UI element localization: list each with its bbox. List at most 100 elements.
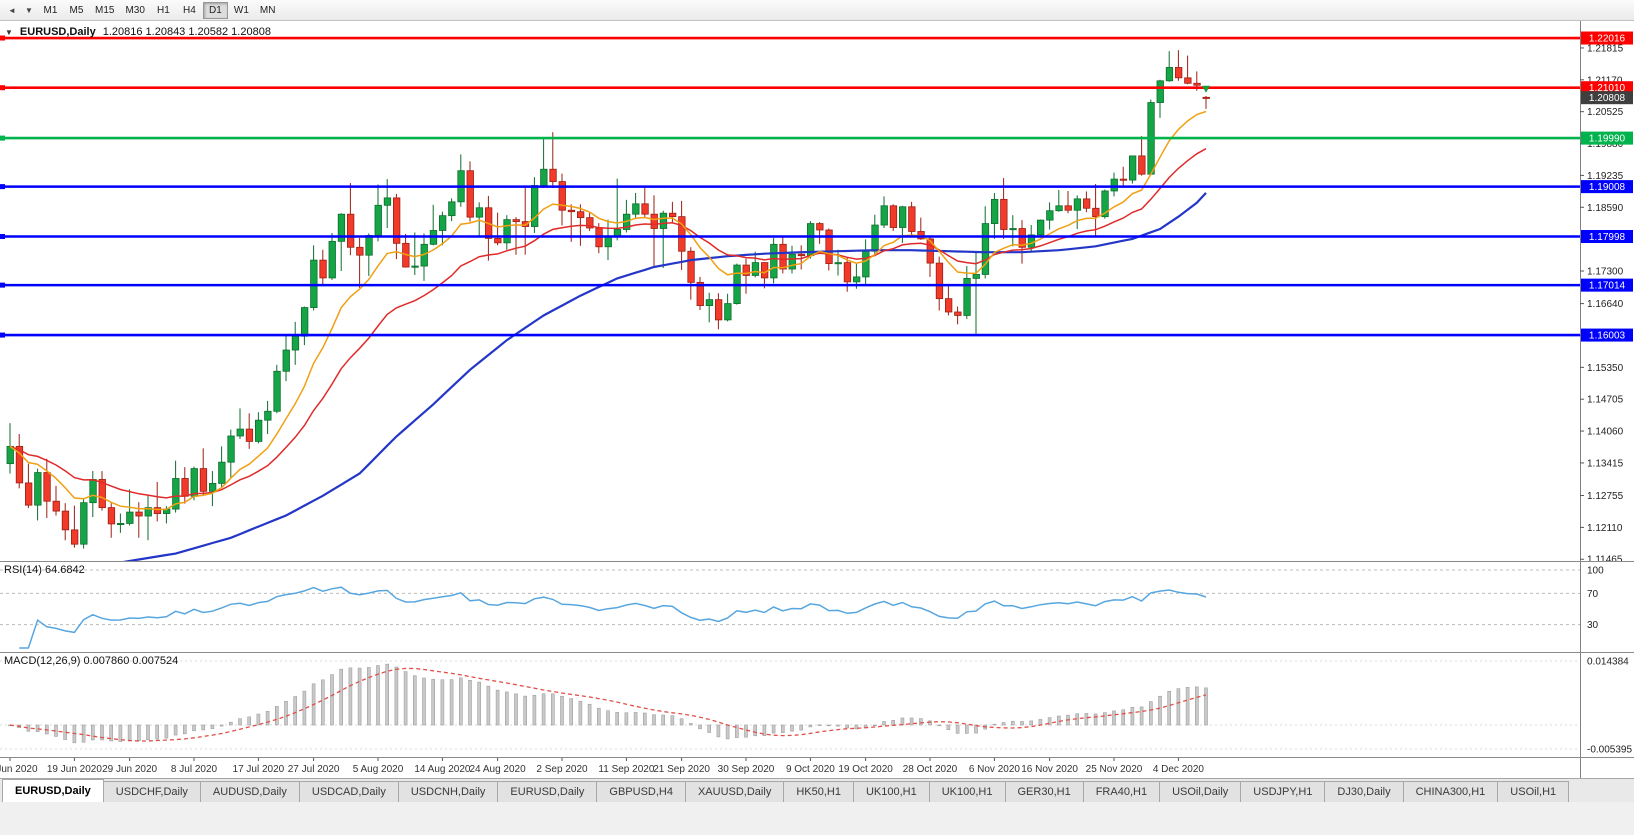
svg-text:1.20808: 1.20808	[1589, 93, 1626, 104]
chart-tab-AUDUSD,Daily[interactable]: AUDUSD,Daily	[199, 781, 300, 802]
macd-signal-line	[9, 667, 1207, 742]
date-tick-label: 6 Nov 2020	[969, 764, 1021, 775]
line-anchor-handle[interactable]	[0, 135, 5, 141]
chart-tab-CHINA300,H1[interactable]: CHINA300,H1	[1402, 781, 1499, 802]
date-tick-label: 9 Oct 2020	[786, 764, 835, 775]
candles-layer	[6, 50, 1210, 549]
line-anchor-handle[interactable]	[0, 234, 5, 240]
macd-indicator-panel: MACD(12,26,9) 0.007860 0.007524 0.014384…	[0, 652, 1634, 757]
macd-axis-min-label: -0.005395	[1587, 745, 1632, 756]
price-line-label	[1581, 230, 1633, 244]
timeframe-button-D1[interactable]: D1	[202, 1, 228, 19]
chart-tab-HK50,H1[interactable]: HK50,H1	[783, 781, 854, 802]
rsi-canvas[interactable]: 100 70 30	[0, 562, 1634, 652]
line-anchor-handle[interactable]	[0, 184, 5, 190]
timeframe-button-W1[interactable]: W1	[233, 4, 249, 16]
price-tick-label: 1.16640	[1587, 299, 1624, 310]
date-tick-label: 27 Jul 2020	[288, 764, 340, 775]
price-tick-label: 1.21815	[1587, 43, 1624, 54]
chart-tab-USDJPY,H1[interactable]: USDJPY,H1	[1240, 781, 1326, 802]
timeframe-button-H1[interactable]: H1	[157, 4, 170, 16]
chart-window: ▼ EURUSD,Daily 1.20816 1.20843 1.20582 1…	[0, 21, 1634, 778]
chart-tab-DJ30,Daily[interactable]: DJ30,Daily	[1324, 781, 1404, 802]
date-tick-label: 19 Oct 2020	[838, 764, 893, 775]
chart-tab-GBPUSD,H4[interactable]: GBPUSD,H4	[596, 781, 686, 802]
chart-tab-USDCAD,Daily[interactable]: USDCAD,Daily	[298, 781, 399, 802]
line-anchor-handle[interactable]	[0, 85, 5, 91]
status-area	[0, 802, 1634, 835]
rsi-level-label: 30	[1587, 620, 1599, 631]
price-tick-label: 1.11465	[1587, 555, 1623, 561]
price-tick-label: 1.13415	[1587, 458, 1624, 469]
date-tick-label: 10 Jun 2020	[0, 764, 38, 775]
date-tick-label: 5 Aug 2020	[353, 764, 404, 775]
line-anchor-handle[interactable]	[0, 35, 5, 41]
timeframe-button-M15[interactable]: M15	[95, 4, 115, 16]
date-tick-label: 17 Jul 2020	[233, 764, 285, 775]
price-tick-label: 1.12755	[1587, 491, 1624, 502]
chart-tab-USOil,Daily[interactable]: USOil,Daily	[1159, 781, 1242, 802]
chart-title: ▼ EURUSD,Daily 1.20816 1.20843 1.20582 1…	[5, 26, 271, 38]
timeframe-button-M30[interactable]: M30	[125, 4, 145, 16]
chart-tab-UK100,H1[interactable]: UK100,H1	[852, 781, 930, 802]
timeframe-toolbar: ◄ ▼ M1 M5 M15 M30 H1 H4 D1 W1 MN	[0, 0, 1634, 21]
chart-tab-FRA40,H1[interactable]: FRA40,H1	[1082, 781, 1161, 802]
chart-tab-EURUSD,Daily[interactable]: EURUSD,Daily	[2, 779, 104, 802]
date-tick-label: 11 Sep 2020	[598, 764, 654, 775]
date-tick-label: 4 Dec 2020	[1153, 764, 1205, 775]
date-tick-label: 19 Jun 2020	[47, 764, 102, 775]
chart-dropdown-icon[interactable]: ▼	[25, 5, 33, 15]
price-line-label	[1581, 91, 1633, 105]
timeframe-button-H4[interactable]: H4	[183, 4, 196, 16]
ma-fast-line	[9, 110, 1207, 511]
svg-text:1.22016: 1.22016	[1589, 34, 1626, 45]
chart-tab-USDCHF,Daily[interactable]: USDCHF,Daily	[102, 781, 201, 802]
timeframe-button-M1[interactable]: M1	[43, 4, 58, 16]
chart-tab-USOil,H1[interactable]: USOil,H1	[1497, 781, 1570, 802]
price-line-label	[1581, 278, 1633, 292]
chart-tab-UK100,H1[interactable]: UK100,H1	[928, 781, 1006, 802]
macd-histogram	[8, 663, 1208, 744]
price-chart-canvas[interactable]: 1.218151.211701.205251.198801.192351.185…	[0, 21, 1634, 561]
date-tick-label: 25 Nov 2020	[1086, 764, 1143, 775]
macd-canvas[interactable]: 0.014384 -0.005395	[0, 653, 1634, 757]
svg-text:1.19008: 1.19008	[1589, 182, 1626, 193]
chart-scroll-icon[interactable]: ◄	[8, 5, 16, 15]
chart-tab-GER30,H1[interactable]: GER30,H1	[1004, 781, 1084, 802]
rsi-label: RSI(14) 64.6842	[4, 564, 85, 576]
line-anchor-handle[interactable]	[0, 282, 5, 288]
price-line-label	[1581, 81, 1633, 95]
price-line-label	[1581, 131, 1633, 145]
timeframe-button-MN[interactable]: MN	[259, 4, 276, 16]
line-anchor-handle[interactable]	[0, 332, 5, 338]
svg-text:1.19990: 1.19990	[1589, 134, 1626, 145]
timeframe-button-M5[interactable]: M5	[69, 4, 84, 16]
date-tick-label: 28 Oct 2020	[903, 764, 958, 775]
date-tick-label: 21 Sep 2020	[653, 764, 710, 775]
price-tick-label: 1.21170	[1587, 75, 1623, 86]
date-tick-label: 29 Jun 2020	[102, 764, 157, 775]
chart-tab-USDCNH,Daily[interactable]: USDCNH,Daily	[397, 781, 499, 802]
date-tick-label: 16 Nov 2020	[1021, 764, 1078, 775]
price-tick-label: 1.12110	[1587, 523, 1623, 534]
date-tick-label: 30 Sep 2020	[718, 764, 775, 775]
rsi-line	[19, 586, 1207, 649]
price-line-label	[1581, 180, 1633, 194]
date-tick-label: 8 Jul 2020	[171, 764, 218, 775]
chart-tab-XAUUSD,Daily[interactable]: XAUUSD,Daily	[684, 781, 785, 802]
price-tick-label: 1.18590	[1587, 203, 1624, 214]
price-line-label	[1581, 328, 1633, 342]
svg-text:1.21010: 1.21010	[1589, 83, 1626, 94]
tick-down-arrow-icon	[1202, 85, 1210, 93]
svg-text:1.17014: 1.17014	[1589, 281, 1626, 292]
one-click-trading-collapse-icon[interactable]: ▼	[5, 27, 13, 37]
price-tick-label: 1.15350	[1587, 363, 1624, 374]
date-tick-label: 24 Aug 2020	[470, 764, 527, 775]
svg-text:1.17998: 1.17998	[1589, 232, 1626, 243]
rsi-indicator-panel: RSI(14) 64.6842 100 70 30	[0, 561, 1634, 652]
chart-ohlc-values: 1.20816 1.20843 1.20582 1.20808	[102, 26, 271, 38]
chart-tab-EURUSD,Daily[interactable]: EURUSD,Daily	[497, 781, 598, 802]
